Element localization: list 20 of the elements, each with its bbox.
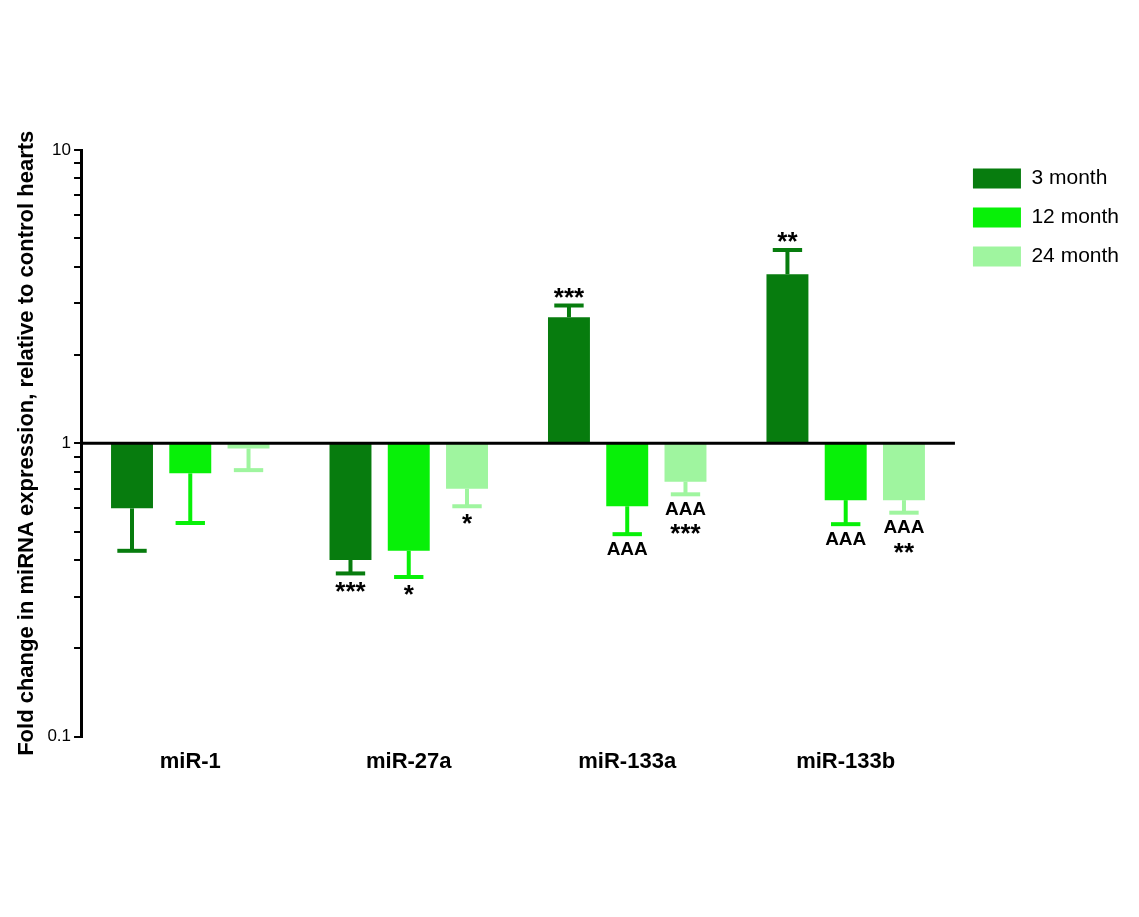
x-tick-label: miR-1 <box>159 747 221 773</box>
y-tick-label: 1 <box>61 432 72 452</box>
data-label: AAA *** <box>664 498 707 549</box>
legend-label: 12 month <box>1031 204 1119 228</box>
data-label: *** <box>553 281 586 312</box>
data-label: * <box>461 508 473 539</box>
data-label: ** <box>777 226 799 257</box>
data-label: AAA ** <box>883 516 925 567</box>
y-tick-label: 10 <box>52 139 72 159</box>
y-tick-label: 0.1 <box>47 726 72 746</box>
y-axis-title: Fold change in miRNA expression, relative to control hearts <box>13 130 39 756</box>
legend-label: 24 month <box>1031 243 1119 267</box>
legend-label: 3 month <box>1031 165 1108 189</box>
data-label: AAA <box>825 527 867 549</box>
data-label: AAA <box>606 537 649 559</box>
x-tick-label: miR-133a <box>578 747 677 773</box>
x-tick-label: miR-133b <box>796 747 896 773</box>
data-label: *** <box>335 575 367 606</box>
x-tick-label: miR-27a <box>365 747 453 773</box>
data-label: * <box>403 579 415 610</box>
